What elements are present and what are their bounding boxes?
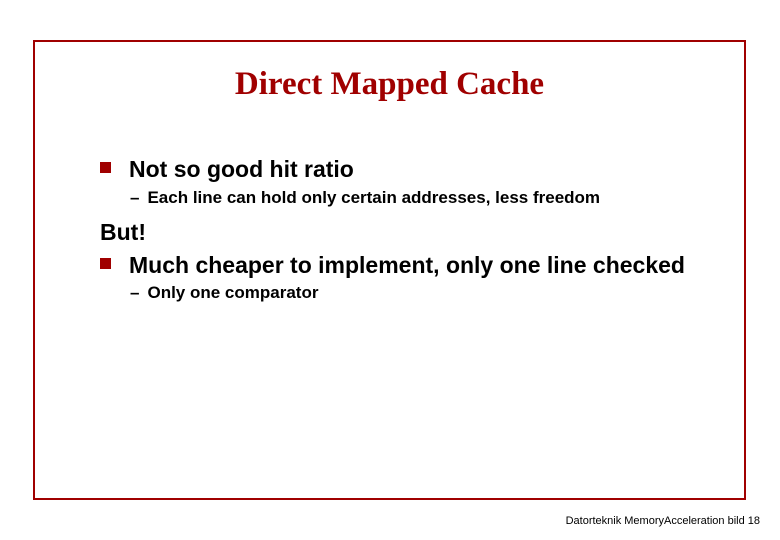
plain-text: But! xyxy=(100,218,720,247)
dash-bullet-icon: – xyxy=(130,283,139,303)
plain-line: But! xyxy=(100,218,720,247)
square-bullet-icon xyxy=(100,162,111,173)
slide-title: Direct Mapped Cache xyxy=(33,66,746,103)
bullet-item: Not so good hit ratio xyxy=(100,155,720,184)
sub-bullet-text: Each line can hold only certain addresse… xyxy=(147,188,720,208)
bullet-text: Not so good hit ratio xyxy=(129,155,720,184)
bullet-item: Much cheaper to implement, only one line… xyxy=(100,251,720,280)
bullet-text: Much cheaper to implement, only one line… xyxy=(129,251,720,280)
dash-bullet-icon: – xyxy=(130,188,139,208)
sub-bullet-text: Only one comparator xyxy=(147,283,720,303)
sub-bullet-item: – Each line can hold only certain addres… xyxy=(130,188,720,208)
square-bullet-icon xyxy=(100,258,111,269)
slide-body: Not so good hit ratio – Each line can ho… xyxy=(100,155,720,313)
sub-bullet-item: – Only one comparator xyxy=(130,283,720,303)
slide-footer: Datorteknik MemoryAcceleration bild 18 xyxy=(400,515,760,527)
